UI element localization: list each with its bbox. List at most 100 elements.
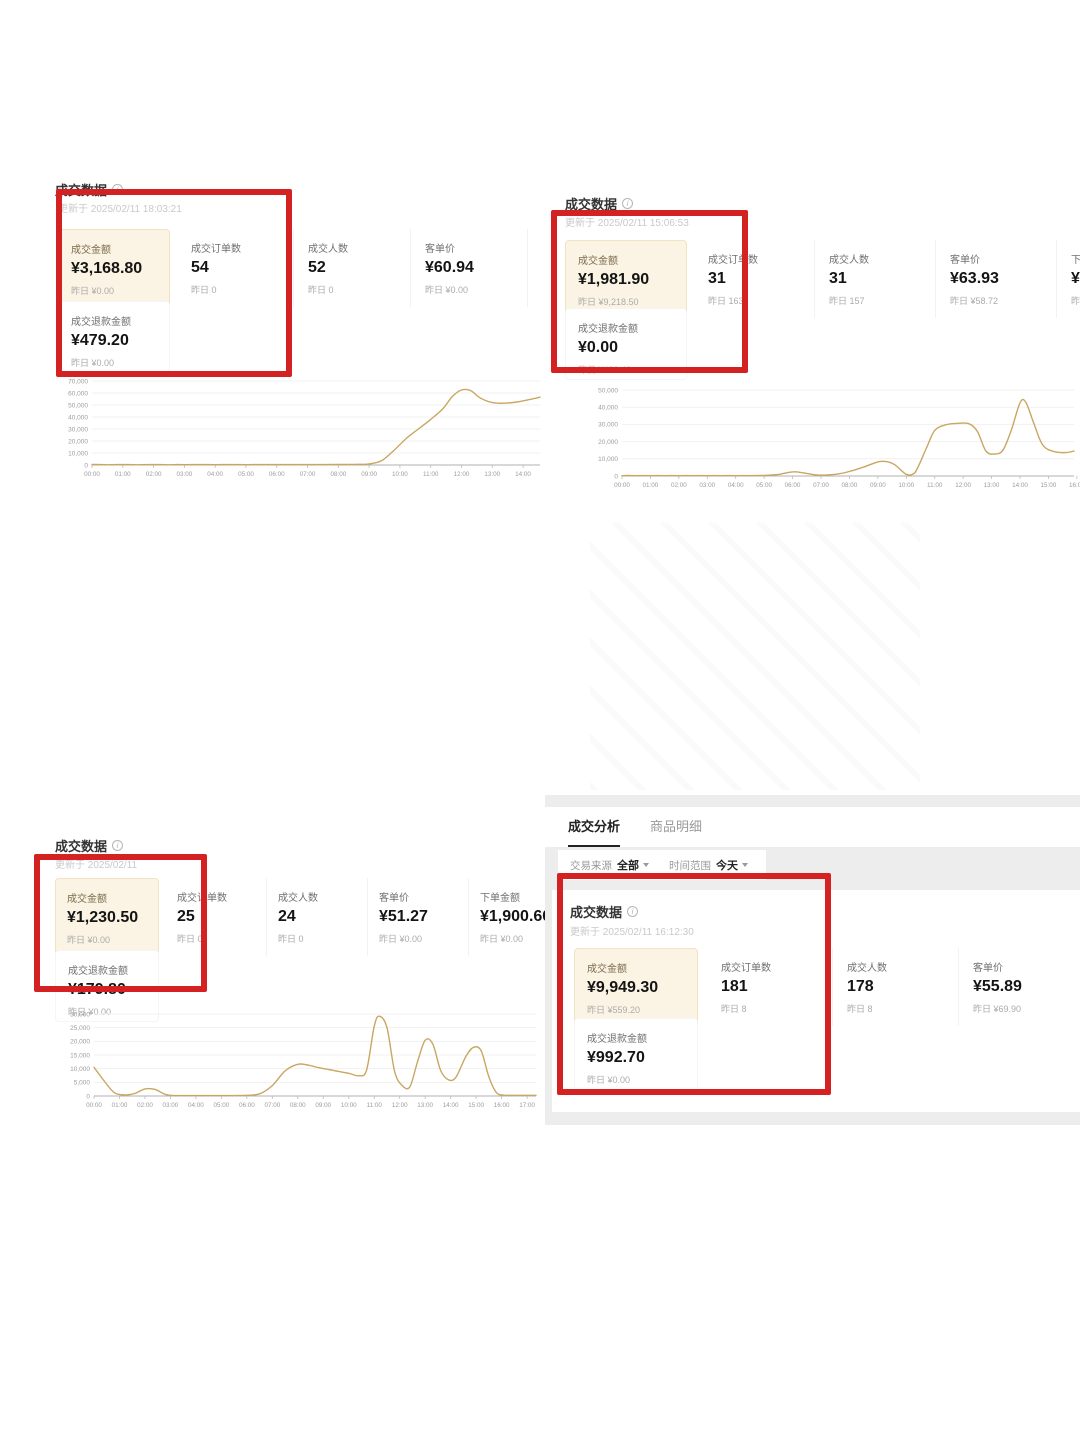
highlight-box-1 xyxy=(56,189,292,377)
stat-card[interactable]: 客单价 ¥55.89 昨日 ¥69.90 xyxy=(959,948,1080,1026)
stat-value: 24 xyxy=(278,908,296,925)
line-chart: 30,000 25,000 20,000 15,000 10,000 5,000 0 00:0… xyxy=(66,1008,540,1117)
svg-text:40,000: 40,000 xyxy=(68,414,88,421)
stat-subvalue: 昨日 0 xyxy=(278,934,304,944)
stat-value: ¥1,230.50 xyxy=(67,909,139,926)
stat-label: 成交金额 xyxy=(67,894,107,905)
svg-text:06:00: 06:00 xyxy=(239,1102,255,1109)
svg-text:0: 0 xyxy=(614,473,618,480)
stat-value: 25 xyxy=(177,908,195,925)
svg-text:0: 0 xyxy=(86,1093,90,1100)
stat-value: 178 xyxy=(847,978,874,995)
refund-stat-card[interactable]: 成交退款金额 ¥479.20 昨日 ¥0.00 xyxy=(58,301,170,373)
panel-header: 成交数据 i xyxy=(55,836,124,855)
stat-subvalue: 昨日 ¥559.20 xyxy=(587,1005,641,1015)
stat-label: 成交金额 xyxy=(587,964,627,975)
svg-text:25,000: 25,000 xyxy=(70,1025,90,1032)
svg-text:02:00: 02:00 xyxy=(146,471,162,478)
watermark xyxy=(590,520,920,790)
panel-transaction-data-2: 成交数据 i 更新于 2025/02/11 15:06:53 成交金额 ¥1,98… xyxy=(545,188,1080,523)
stat-value: 52 xyxy=(308,259,326,276)
stat-card[interactable]: 成交订单数 181 昨日 8 xyxy=(707,948,833,1026)
stat-label: 成交退款金额 xyxy=(587,1034,647,1045)
stat-card[interactable]: 成交人数 178 昨日 8 xyxy=(833,948,959,1026)
stat-value: ¥3,168.80 xyxy=(71,260,143,277)
stat-card[interactable]: 成交人数 24 昨日 0 xyxy=(267,878,368,956)
filter-trade-source[interactable]: 交易来源 全部 xyxy=(570,857,649,873)
tab-product-detail[interactable]: 商品明细 xyxy=(650,819,703,834)
svg-text:16:00: 16:00 xyxy=(494,1102,510,1109)
filter-value: 今天 xyxy=(716,860,738,872)
stat-subvalue: 昨日 0 xyxy=(308,285,334,295)
stat-card[interactable]: 客单价 ¥60.94 昨日 ¥0.00 xyxy=(411,229,528,307)
stat-card[interactable]: 成交订单数 54 昨日 0 xyxy=(177,229,294,307)
refund-stat-card[interactable]: 成交退款金额 ¥992.70 昨日 ¥0.00 xyxy=(574,1018,698,1090)
highlight-box-3 xyxy=(34,854,207,992)
stat-label: 成交订单数 xyxy=(708,255,758,266)
stat-label: 成交订单数 xyxy=(191,244,241,255)
chevron-down-icon xyxy=(742,863,748,867)
svg-text:05:00: 05:00 xyxy=(238,471,254,478)
svg-text:00:00: 00:00 xyxy=(86,1102,102,1109)
tab-transaction-analysis[interactable]: 成交分析 xyxy=(568,816,621,847)
filter-label: 交易来源 xyxy=(570,859,612,872)
svg-text:03:00: 03:00 xyxy=(176,471,192,478)
stat-value: ¥63.93 xyxy=(950,270,999,287)
highlight-box-2 xyxy=(551,210,748,373)
svg-text:20,000: 20,000 xyxy=(68,438,88,445)
stat-subvalue: 昨日 ¥0.00 xyxy=(67,935,111,945)
filter-time-range[interactable]: 时间范围 今天 xyxy=(669,857,748,873)
stat-label: 成交金额 xyxy=(578,256,618,267)
svg-text:06:00: 06:00 xyxy=(269,471,285,478)
stat-subvalue: 昨日 157 xyxy=(829,296,865,306)
stat-card[interactable]: 客单价 ¥51.27 昨日 ¥0.00 xyxy=(368,878,469,956)
svg-text:40,000: 40,000 xyxy=(598,405,618,412)
stat-card[interactable]: 成交订单数 31 昨日 163 xyxy=(694,240,815,318)
stat-value: ¥60.94 xyxy=(425,259,474,276)
stat-card[interactable]: 成交人数 52 昨日 0 xyxy=(294,229,411,307)
stat-value: ¥9,949.30 xyxy=(587,979,659,996)
svg-text:09:00: 09:00 xyxy=(870,482,886,489)
svg-text:50,000: 50,000 xyxy=(598,387,618,394)
stat-subvalue: 昨日 0 xyxy=(177,934,203,944)
stat-card[interactable]: 成交人数 31 昨日 157 xyxy=(815,240,936,318)
svg-text:12:00: 12:00 xyxy=(454,471,470,478)
svg-text:05:00: 05:00 xyxy=(756,482,772,489)
svg-text:5,000: 5,000 xyxy=(74,1080,91,1087)
stat-label: 成交退款金额 xyxy=(68,966,128,977)
stat-card[interactable]: 下单金额 ¥2,222 昨日 ¥11, xyxy=(1057,240,1080,318)
svg-text:10:00: 10:00 xyxy=(341,1102,357,1109)
info-icon[interactable]: i xyxy=(622,198,634,209)
page-title: 成交数据 xyxy=(55,839,108,854)
svg-text:10,000: 10,000 xyxy=(598,456,618,463)
svg-text:08:00: 08:00 xyxy=(330,471,346,478)
stat-value: 181 xyxy=(721,978,748,995)
stat-value: ¥479.20 xyxy=(71,332,129,349)
stat-label: 客单价 xyxy=(379,893,409,904)
stat-label: 下单金额 xyxy=(1071,255,1080,266)
svg-text:07:00: 07:00 xyxy=(264,1102,280,1109)
svg-text:12:00: 12:00 xyxy=(392,1102,408,1109)
stat-subvalue: 昨日 0 xyxy=(191,285,217,295)
svg-text:14:00: 14:00 xyxy=(1012,482,1028,489)
stat-label: 成交退款金额 xyxy=(71,317,131,328)
stat-card-selected[interactable]: 成交金额 ¥1,230.50 昨日 ¥0.00 xyxy=(55,878,159,958)
stat-card[interactable]: 客单价 ¥63.93 昨日 ¥58.72 xyxy=(936,240,1057,318)
info-icon[interactable]: i xyxy=(112,840,124,851)
stat-subvalue: 昨日 ¥0.00 xyxy=(480,934,524,944)
svg-text:11:00: 11:00 xyxy=(423,471,439,478)
svg-text:10,000: 10,000 xyxy=(70,1066,90,1073)
stat-value: ¥51.27 xyxy=(379,908,428,925)
filter-value: 全部 xyxy=(617,860,639,872)
stat-value: ¥1,900.60 xyxy=(480,908,552,925)
stat-value: 31 xyxy=(829,270,847,287)
svg-text:20,000: 20,000 xyxy=(70,1039,90,1046)
stat-value: ¥992.70 xyxy=(587,1049,645,1066)
svg-text:15:00: 15:00 xyxy=(468,1102,484,1109)
svg-text:17:00: 17:00 xyxy=(519,1102,535,1109)
info-icon[interactable]: i xyxy=(627,906,639,917)
stat-subvalue: 昨日 ¥9,218.50 xyxy=(578,297,639,307)
stat-label: 成交人数 xyxy=(308,244,348,255)
stat-value: ¥1,981.90 xyxy=(578,271,650,288)
stat-card-selected[interactable]: 成交金额 ¥9,949.30 昨日 ¥559.20 xyxy=(574,948,698,1030)
